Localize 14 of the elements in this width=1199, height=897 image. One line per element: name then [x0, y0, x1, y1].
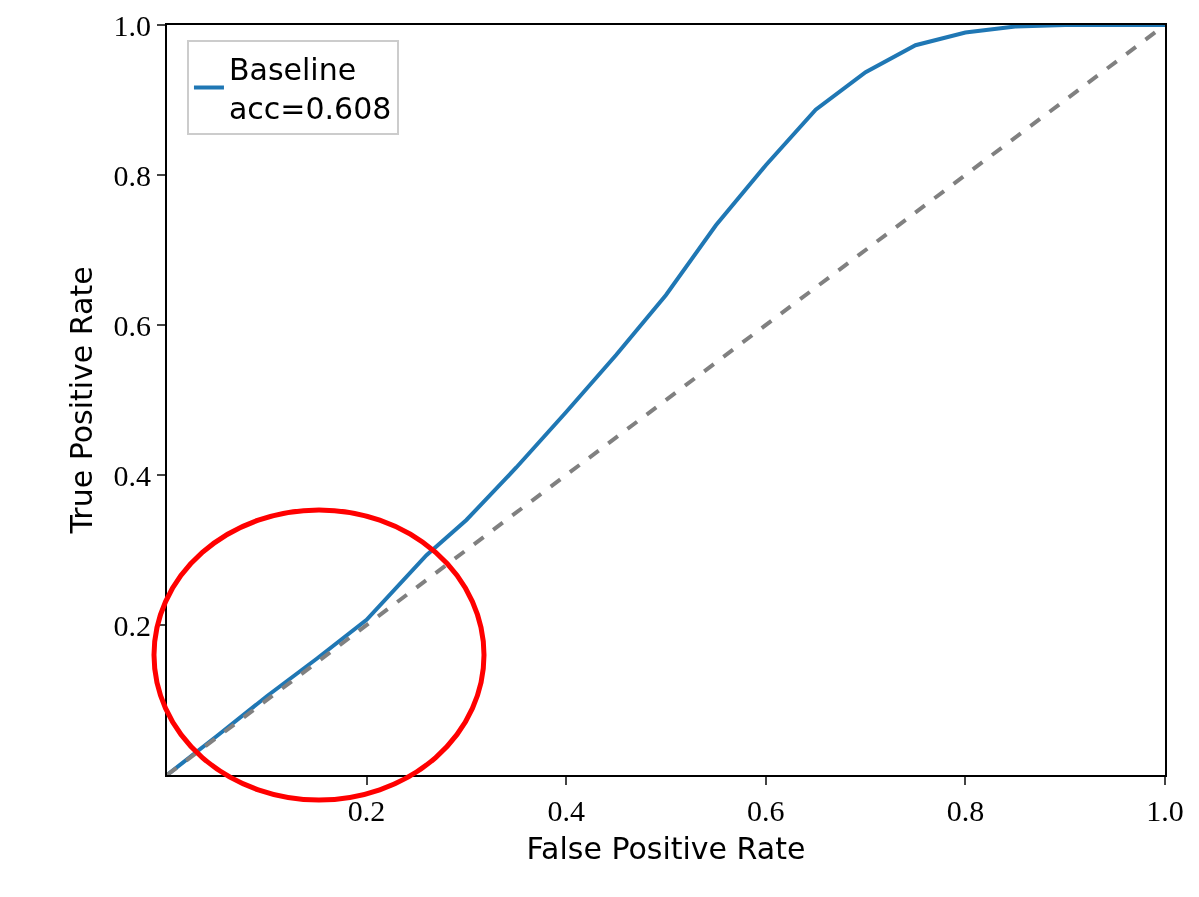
- y-axis-title: True Positive Rate: [64, 266, 99, 535]
- x-tick-label: 0.2: [347, 794, 386, 827]
- x-tick-label: 0.6: [747, 794, 785, 827]
- x-tick-label: 0.8: [946, 794, 985, 827]
- x-axis-title: False Positive Rate: [526, 831, 806, 866]
- x-tick-label: 1.0: [1146, 794, 1184, 827]
- y-tick-label: 0.2: [113, 608, 151, 642]
- y-tick-label: 0.4: [113, 458, 151, 492]
- y-tick-label: 0.8: [113, 158, 151, 192]
- legend-label: Baseline acc=0.608: [228, 51, 392, 126]
- x-tick-label: 0.4: [547, 794, 585, 827]
- line-series: [167, 25, 1165, 775]
- y-tick-label: 1.0: [113, 8, 151, 42]
- y-tick-label: 0.6: [113, 308, 151, 342]
